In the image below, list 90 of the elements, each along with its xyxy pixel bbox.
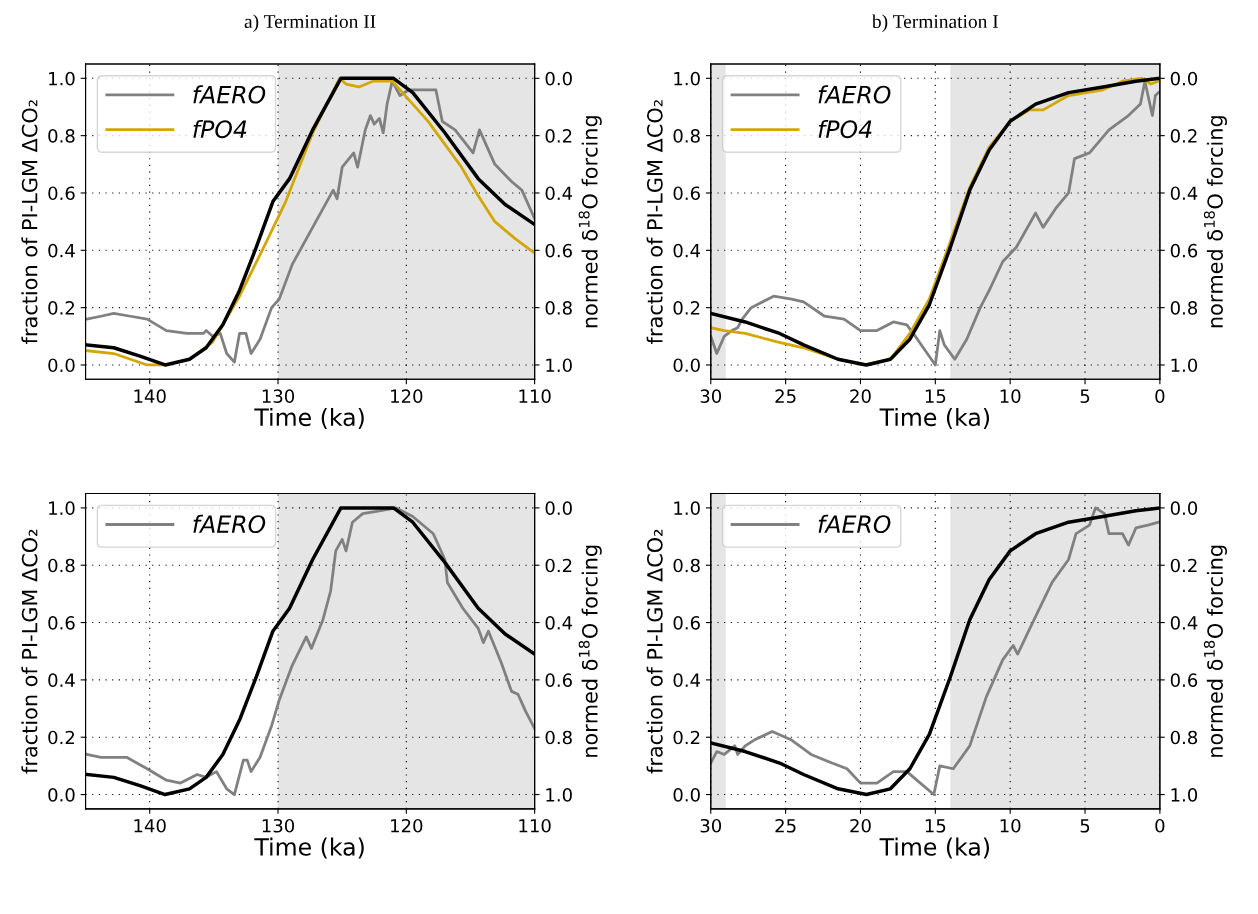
y2-tick-label: 0.8 <box>545 301 572 315</box>
x-tick-label: 5 <box>1080 819 1090 833</box>
x-tick-label: 20 <box>850 818 871 833</box>
y-tick-label: 1.0 <box>674 71 700 86</box>
y-tick-label: 0.2 <box>48 730 75 745</box>
x-axis-title: Time (ka) <box>254 837 364 859</box>
x-tick-label: 30 <box>700 818 722 833</box>
y-tick-label: 0.4 <box>673 673 701 688</box>
legend-label: fAERO <box>818 514 891 534</box>
x-tick-label: 120 <box>391 389 423 404</box>
y-tick-label: 0.0 <box>673 358 700 373</box>
y-tick-label: 1.0 <box>49 501 75 516</box>
legend-label: fAERO <box>818 85 891 104</box>
y-tick-label: 0.2 <box>48 301 75 315</box>
y2-tick-label: 1.0 <box>546 788 572 802</box>
x-tick-label: 140 <box>134 389 166 404</box>
y-tick-label: 1.0 <box>674 501 700 516</box>
y-tick-label: 1.0 <box>49 71 75 86</box>
y-tick-label: 0.0 <box>48 788 75 802</box>
legend-label: fAERO <box>193 85 266 104</box>
x-tick-label: 110 <box>519 389 551 404</box>
y2-tick-label: 0.8 <box>1170 301 1198 315</box>
y-tick-label: 0.6 <box>48 186 75 201</box>
y2-tick-label: 0.6 <box>1170 673 1198 688</box>
y2-tick-label: 0.2 <box>545 558 572 573</box>
x-axis-title: Time (ka) <box>879 407 990 429</box>
y2-tick-label: 0.8 <box>545 730 572 745</box>
y-axis-title: fraction of PI-LGM ΔCO₂ <box>21 100 38 344</box>
y2-tick-label: 0.8 <box>1170 730 1198 745</box>
y2-tick-label: 1.0 <box>1171 358 1198 373</box>
x-tick-label: 5 <box>1080 389 1090 404</box>
legend-label: fAERO <box>193 514 266 534</box>
x-tick-label: 130 <box>262 389 295 404</box>
x-tick-label: 0 <box>1155 818 1165 833</box>
y-tick-label: 0.0 <box>48 358 75 373</box>
x-tick-label: 110 <box>519 818 551 833</box>
chart-title: b) Termination I <box>871 14 999 33</box>
y-axis-title: fraction of PI-LGM ΔCO₂ <box>646 100 663 344</box>
y-axis-title: fraction of PI-LGM ΔCO₂ <box>21 529 38 774</box>
y2-tick-label: 0.0 <box>1170 71 1198 86</box>
y-tick-label: 0.4 <box>673 243 701 258</box>
x-tick-label: 25 <box>775 818 796 833</box>
y2-tick-label: 1.0 <box>1171 788 1198 802</box>
y2-tick-label: 0.2 <box>545 129 572 143</box>
y2-axis-title: normed δ$^{18}$O forcing <box>578 545 602 757</box>
y2-tick-label: 0.4 <box>545 186 573 201</box>
y-tick-label: 0.2 <box>673 730 700 745</box>
y-tick-label: 0.6 <box>673 186 700 201</box>
y-tick-label: 0.6 <box>673 616 700 630</box>
y-axis-title: fraction of PI-LGM ΔCO₂ <box>646 529 663 774</box>
x-tick-label: 10 <box>1000 818 1021 833</box>
legend-label: fPO4 <box>193 119 247 139</box>
x-tick-label: 20 <box>850 389 871 404</box>
y2-tick-label: 0.0 <box>545 501 572 516</box>
x-axis-title: Time (ka) <box>254 407 364 429</box>
y2-tick-label: 0.4 <box>1170 186 1198 201</box>
x-axis-title: Time (ka) <box>879 837 990 859</box>
y-tick-label: 0.8 <box>48 558 75 573</box>
x-tick-label: 0 <box>1155 389 1165 404</box>
legend-label: fPO4 <box>818 119 872 139</box>
y2-tick-label: 0.0 <box>1170 501 1198 516</box>
y2-tick-label: 1.0 <box>546 358 572 373</box>
y2-tick-label: 0.4 <box>545 616 573 630</box>
y2-axis-title: normed δ$^{18}$O forcing <box>578 116 602 328</box>
y2-tick-label: 0.6 <box>1170 243 1198 258</box>
y-tick-label: 0.8 <box>673 129 700 143</box>
y-tick-label: 0.8 <box>673 558 700 573</box>
y2-tick-label: 0.6 <box>545 243 572 258</box>
y-tick-label: 0.2 <box>673 301 700 315</box>
y2-axis-title: normed δ$^{18}$O forcing <box>1203 545 1227 757</box>
y-tick-label: 0.0 <box>673 788 700 802</box>
x-tick-label: 120 <box>391 818 423 833</box>
x-tick-label: 15 <box>925 819 946 833</box>
chart-title: a) Termination II <box>244 14 376 33</box>
y2-tick-label: 0.0 <box>545 71 572 86</box>
y2-tick-label: 0.2 <box>1170 129 1197 143</box>
y2-tick-label: 0.6 <box>545 673 572 688</box>
x-tick-label: 15 <box>925 389 946 404</box>
y2-tick-label: 0.2 <box>1170 558 1197 573</box>
y-tick-label: 0.8 <box>48 129 75 143</box>
y2-axis-title: normed δ$^{18}$O forcing <box>1203 116 1227 328</box>
x-tick-label: 140 <box>134 818 166 833</box>
y-tick-label: 0.4 <box>48 673 75 688</box>
x-tick-label: 30 <box>700 389 722 404</box>
x-tick-label: 10 <box>1000 389 1021 404</box>
y2-tick-label: 0.4 <box>1170 616 1198 630</box>
x-tick-label: 25 <box>775 389 796 404</box>
x-tick-label: 130 <box>262 818 295 833</box>
y-tick-label: 0.6 <box>48 616 75 630</box>
y-tick-label: 0.4 <box>48 243 75 258</box>
